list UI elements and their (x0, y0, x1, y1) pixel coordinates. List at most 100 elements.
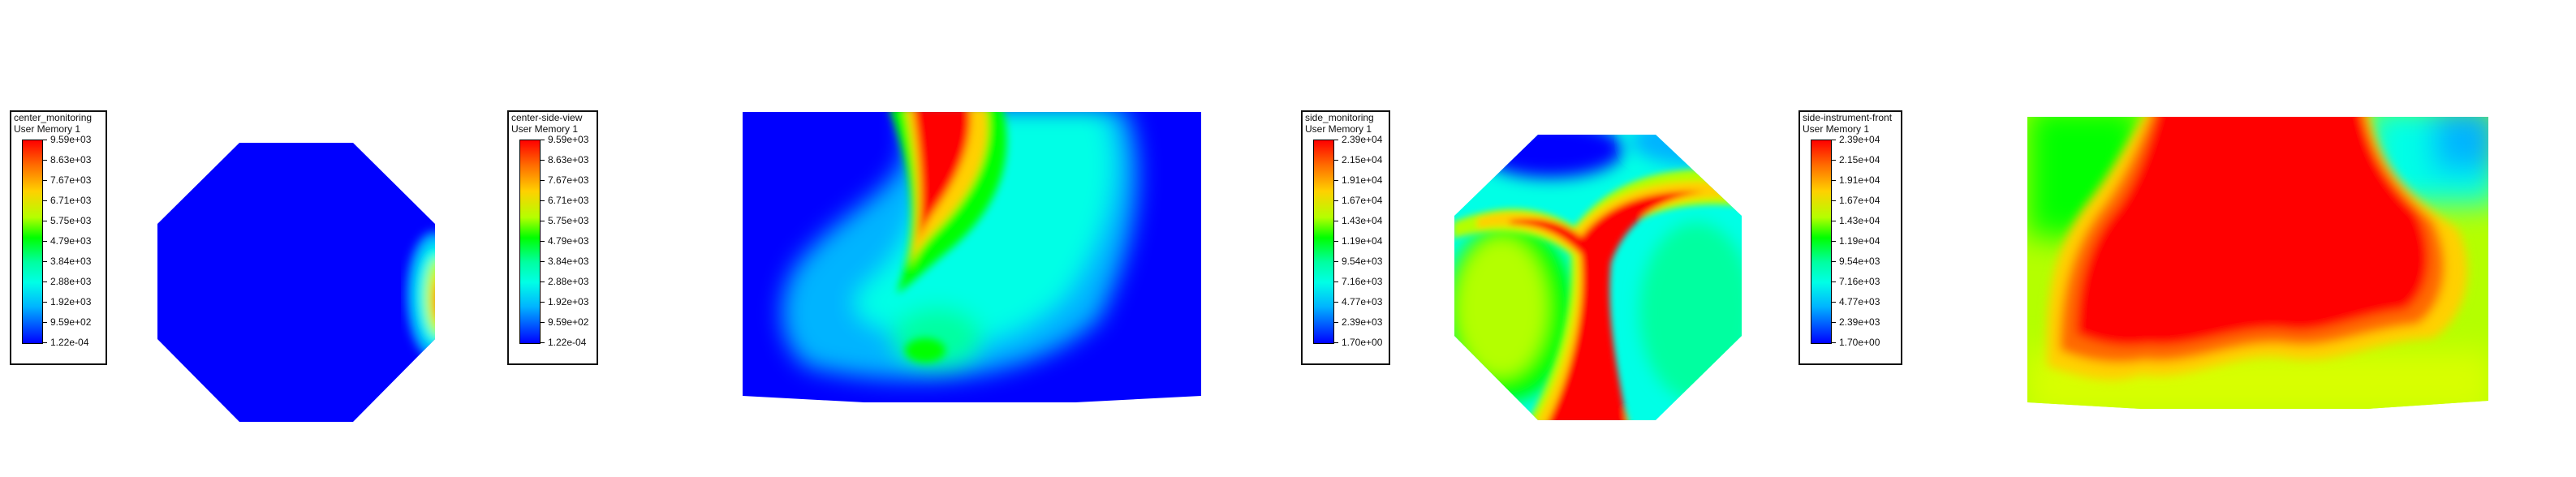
legend-tick (42, 281, 47, 282)
legend-tick-label: 1.19e+04 (1342, 235, 1383, 247)
legend-tick-label: 1.22e-04 (50, 337, 89, 348)
legend-tick-label: 3.84e+03 (50, 256, 92, 267)
contour-center-monitoring (157, 143, 435, 422)
legend-tick-label: 1.67e+04 (1342, 195, 1383, 206)
contour-side-monitoring (1454, 135, 1742, 420)
colorbar (22, 140, 43, 344)
legend-tick (540, 180, 545, 181)
legend-tick-label: 2.39e+04 (1839, 134, 1880, 145)
legend-tick (42, 302, 47, 303)
legend-title: side-instrument-front (1803, 112, 1893, 123)
legend-tick-label: 1.67e+04 (1839, 195, 1880, 206)
legend-tick (1333, 200, 1338, 201)
legend-title: center-side-view (511, 112, 583, 123)
legend-subtitle: User Memory 1 (1305, 123, 1372, 135)
legend-tick-label: 1.92e+03 (548, 296, 589, 307)
legend-tick (42, 180, 47, 181)
legend-tick (42, 160, 47, 161)
legend-tick-label: 2.88e+03 (50, 276, 92, 287)
legend-subtitle: User Memory 1 (1803, 123, 1870, 135)
legend-tick (540, 342, 545, 343)
legend-tick (1831, 302, 1836, 303)
legend-tick-label: 2.39e+04 (1342, 134, 1383, 145)
legend-tick (1333, 342, 1338, 343)
legend-tick-label: 9.54e+03 (1839, 256, 1880, 267)
legend-tick (1333, 322, 1338, 323)
legend-tick (1333, 302, 1338, 303)
colorbar (1313, 140, 1334, 344)
legend-tick-label: 1.91e+04 (1342, 174, 1383, 186)
legend-tick-label: 4.79e+03 (548, 235, 589, 247)
legend-subtitle: User Memory 1 (14, 123, 81, 135)
legend-tick (1831, 241, 1836, 242)
legend-tick (1333, 160, 1338, 161)
legend-side-instrument-front: side-instrument-front User Memory 1 2.39… (1798, 110, 1902, 365)
legend-tick (42, 261, 47, 262)
legend-tick (1333, 261, 1338, 262)
legend-tick-label: 7.16e+03 (1342, 276, 1383, 287)
colorbar (519, 140, 541, 344)
legend-tick (42, 322, 47, 323)
legend-tick-label: 7.67e+03 (50, 174, 92, 186)
legend-tick-label: 1.22e-04 (548, 337, 587, 348)
legend-tick-label: 1.19e+04 (1839, 235, 1880, 247)
legend-title: side_monitoring (1305, 112, 1374, 123)
legend-tick (42, 241, 47, 242)
legend-tick (540, 281, 545, 282)
legend-tick-label: 6.71e+03 (50, 195, 92, 206)
legend-tick (1333, 241, 1338, 242)
legend-tick-label: 8.63e+03 (548, 154, 589, 165)
colorbar (1811, 140, 1832, 344)
legend-tick (1831, 281, 1836, 282)
legend-tick (1831, 322, 1836, 323)
legend-tick-label: 7.16e+03 (1839, 276, 1880, 287)
legend-tick-label: 2.15e+04 (1839, 154, 1880, 165)
legend-tick-label: 4.79e+03 (50, 235, 92, 247)
legend-tick-label: 9.59e+02 (548, 316, 589, 328)
legend-tick-label: 2.15e+04 (1342, 154, 1383, 165)
legend-tick (540, 322, 545, 323)
legend-tick (1831, 261, 1836, 262)
contour-center-side-view (743, 112, 1201, 402)
legend-tick (540, 160, 545, 161)
legend-tick-label: 5.75e+03 (548, 215, 589, 226)
legend-tick-label: 4.77e+03 (1342, 296, 1383, 307)
legend-tick-label: 9.59e+03 (50, 134, 92, 145)
legend-tick-label: 5.75e+03 (50, 215, 92, 226)
legend-tick (1831, 160, 1836, 161)
legend-tick-label: 1.91e+04 (1839, 174, 1880, 186)
legend-center-monitoring: center_monitoring User Memory 1 9.59e+03… (10, 110, 107, 365)
contour-side-instrument-front (2027, 117, 2488, 409)
legend-tick-label: 9.59e+03 (548, 134, 589, 145)
legend-subtitle: User Memory 1 (511, 123, 579, 135)
legend-tick (1831, 200, 1836, 201)
legend-tick-label: 9.59e+02 (50, 316, 92, 328)
legend-tick (540, 302, 545, 303)
legend-tick (1333, 281, 1338, 282)
legend-tick-label: 2.88e+03 (548, 276, 589, 287)
legend-tick (540, 261, 545, 262)
legend-tick (1333, 180, 1338, 181)
legend-tick-label: 2.39e+03 (1342, 316, 1383, 328)
legend-tick-label: 4.77e+03 (1839, 296, 1880, 307)
legend-tick (42, 200, 47, 201)
legend-tick-label: 1.70e+00 (1839, 337, 1880, 348)
legend-tick-label: 1.92e+03 (50, 296, 92, 307)
legend-side-monitoring: side_monitoring User Memory 1 2.39e+04 2.… (1301, 110, 1390, 365)
legend-title: center_monitoring (14, 112, 93, 123)
legend-tick-label: 1.70e+00 (1342, 337, 1383, 348)
legend-tick (540, 200, 545, 201)
legend-tick (1831, 180, 1836, 181)
legend-tick-label: 8.63e+03 (50, 154, 92, 165)
legend-tick (1831, 342, 1836, 343)
legend-tick-label: 7.67e+03 (548, 174, 589, 186)
legend-tick-label: 1.43e+04 (1839, 215, 1880, 226)
legend-center-side-view: center-side-view User Memory 1 9.59e+03 8… (507, 110, 598, 365)
legend-tick (540, 241, 545, 242)
legend-tick-label: 3.84e+03 (548, 256, 589, 267)
legend-tick-label: 1.43e+04 (1342, 215, 1383, 226)
legend-tick-label: 6.71e+03 (548, 195, 589, 206)
legend-tick (42, 342, 47, 343)
legend-tick-label: 2.39e+03 (1839, 316, 1880, 328)
legend-tick-label: 9.54e+03 (1342, 256, 1383, 267)
